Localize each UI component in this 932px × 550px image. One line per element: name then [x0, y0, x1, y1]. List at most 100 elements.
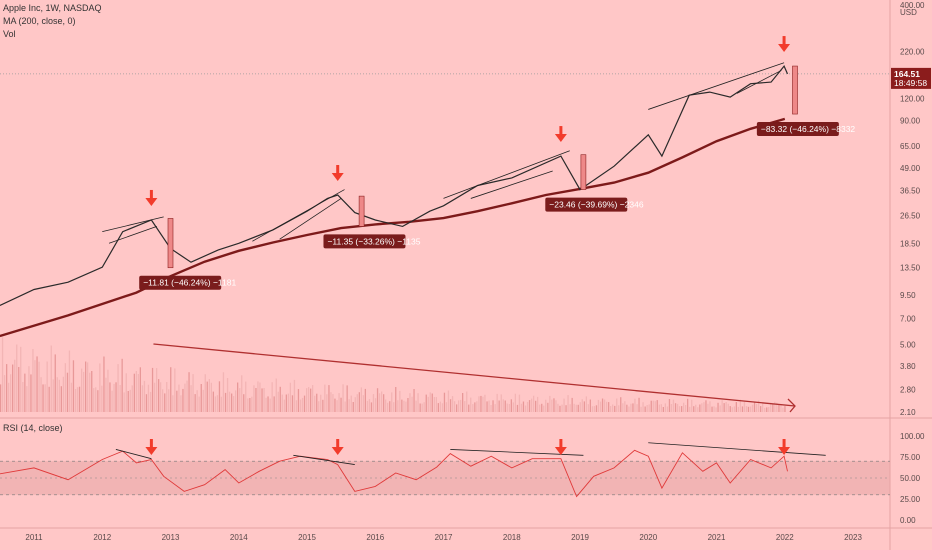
volume-bar	[695, 404, 697, 412]
volume-bar	[194, 394, 196, 412]
volume-bar	[606, 401, 608, 412]
volume-bar	[72, 360, 75, 412]
volume-bar	[579, 402, 581, 412]
volume-bar	[514, 393, 516, 412]
wedge-lower-line	[108, 226, 157, 244]
volume-bar	[214, 396, 216, 412]
volume-bar	[458, 400, 460, 412]
volume-bar	[689, 406, 691, 412]
volume-bar	[496, 393, 498, 412]
volume-bar	[640, 406, 642, 412]
ma-legend: MA (200, close, 0)	[3, 16, 76, 26]
volume-bar	[378, 393, 381, 412]
volume-bar	[224, 392, 227, 412]
rsi-signal-arrow-head	[331, 447, 344, 455]
volume-bar	[453, 401, 456, 412]
volume-bar	[22, 382, 24, 412]
volume-bar	[119, 385, 121, 412]
volume-bar	[376, 388, 379, 412]
volume-bar	[733, 406, 735, 412]
volume-bar	[427, 396, 429, 412]
volume-bar	[533, 395, 535, 412]
volume-bar	[512, 402, 514, 412]
volume-bar	[395, 387, 397, 412]
volume-bar	[622, 403, 624, 412]
price-tick-label: 36.50	[900, 187, 921, 196]
volume-bar	[642, 402, 644, 412]
volume-bar	[433, 397, 435, 412]
volume-bar	[528, 400, 531, 412]
rsi-tick-label: 100.00	[900, 432, 925, 441]
volume-bar	[66, 372, 69, 412]
volume-bar	[681, 406, 683, 412]
volume-bar	[228, 391, 231, 412]
volume-bar	[241, 375, 243, 412]
volume-bar	[725, 402, 727, 412]
price-line	[0, 64, 789, 306]
volume-bar	[768, 407, 770, 412]
price-tick-label: 220.00	[900, 47, 925, 56]
volume-bar	[322, 399, 324, 412]
volume-bar	[156, 368, 158, 412]
volume-bar	[269, 398, 271, 412]
price-signal-arrow-head	[331, 172, 344, 181]
volume-bar	[652, 400, 654, 412]
volume-bar	[308, 387, 310, 412]
volume-bar	[401, 399, 403, 412]
volume-bar	[612, 404, 614, 412]
volume-bar	[389, 401, 391, 412]
volume-bar	[486, 401, 488, 412]
volume-bar	[662, 407, 664, 412]
volume-bar	[749, 406, 752, 412]
volume-bar	[670, 404, 673, 412]
volume-bar	[352, 402, 354, 412]
volume-bar	[176, 390, 178, 412]
last-price-tag	[891, 67, 931, 89]
volume-bar	[184, 383, 186, 412]
volume-bar	[409, 393, 411, 412]
volume-bar	[492, 400, 494, 412]
volume-bar	[583, 401, 585, 412]
volume-bar	[654, 401, 656, 412]
volume-bar	[320, 394, 322, 412]
volume-bar	[445, 402, 448, 412]
volume-bar	[74, 389, 77, 412]
volume-bar	[172, 395, 174, 412]
volume-bar	[439, 401, 441, 412]
volume-bar	[634, 398, 636, 412]
volume-bar	[314, 395, 316, 412]
rsi-tick-label: 25.00	[900, 495, 921, 504]
volume-bar	[672, 399, 675, 412]
volume-bar	[129, 389, 131, 412]
volume-bar	[281, 394, 283, 412]
wedge-lower-line	[736, 70, 782, 94]
volume-bar	[8, 382, 10, 412]
wedge-lower-line	[470, 170, 553, 199]
volume-bar	[595, 405, 598, 412]
time-tick-label: 2023	[844, 533, 862, 542]
volume-bar	[614, 405, 616, 412]
price-tick-label: USD	[900, 8, 917, 17]
volume-bar	[12, 364, 14, 412]
volume-bar	[348, 399, 350, 412]
volume-bar	[636, 404, 638, 412]
volume-bar	[324, 384, 326, 412]
volume-bar	[289, 382, 291, 412]
volume-bar	[58, 379, 60, 412]
volume-bar	[772, 404, 774, 412]
volume-bar	[202, 389, 204, 412]
price-tick-label: 9.50	[900, 291, 916, 300]
volume-bar	[593, 406, 596, 412]
volume-bar	[674, 403, 677, 412]
volume-bar	[60, 386, 62, 412]
volume-bar	[198, 396, 200, 412]
volume-bar	[741, 406, 744, 412]
volume-bar	[10, 374, 12, 412]
volume-bar	[539, 404, 541, 412]
volume-bar	[571, 397, 573, 412]
drawdown-label: −11.81 (−46.24%) −1181	[143, 278, 236, 288]
wedge-upper-line	[648, 62, 785, 110]
price-tick-label: 2.80	[900, 386, 916, 395]
volume-bar	[591, 406, 594, 412]
